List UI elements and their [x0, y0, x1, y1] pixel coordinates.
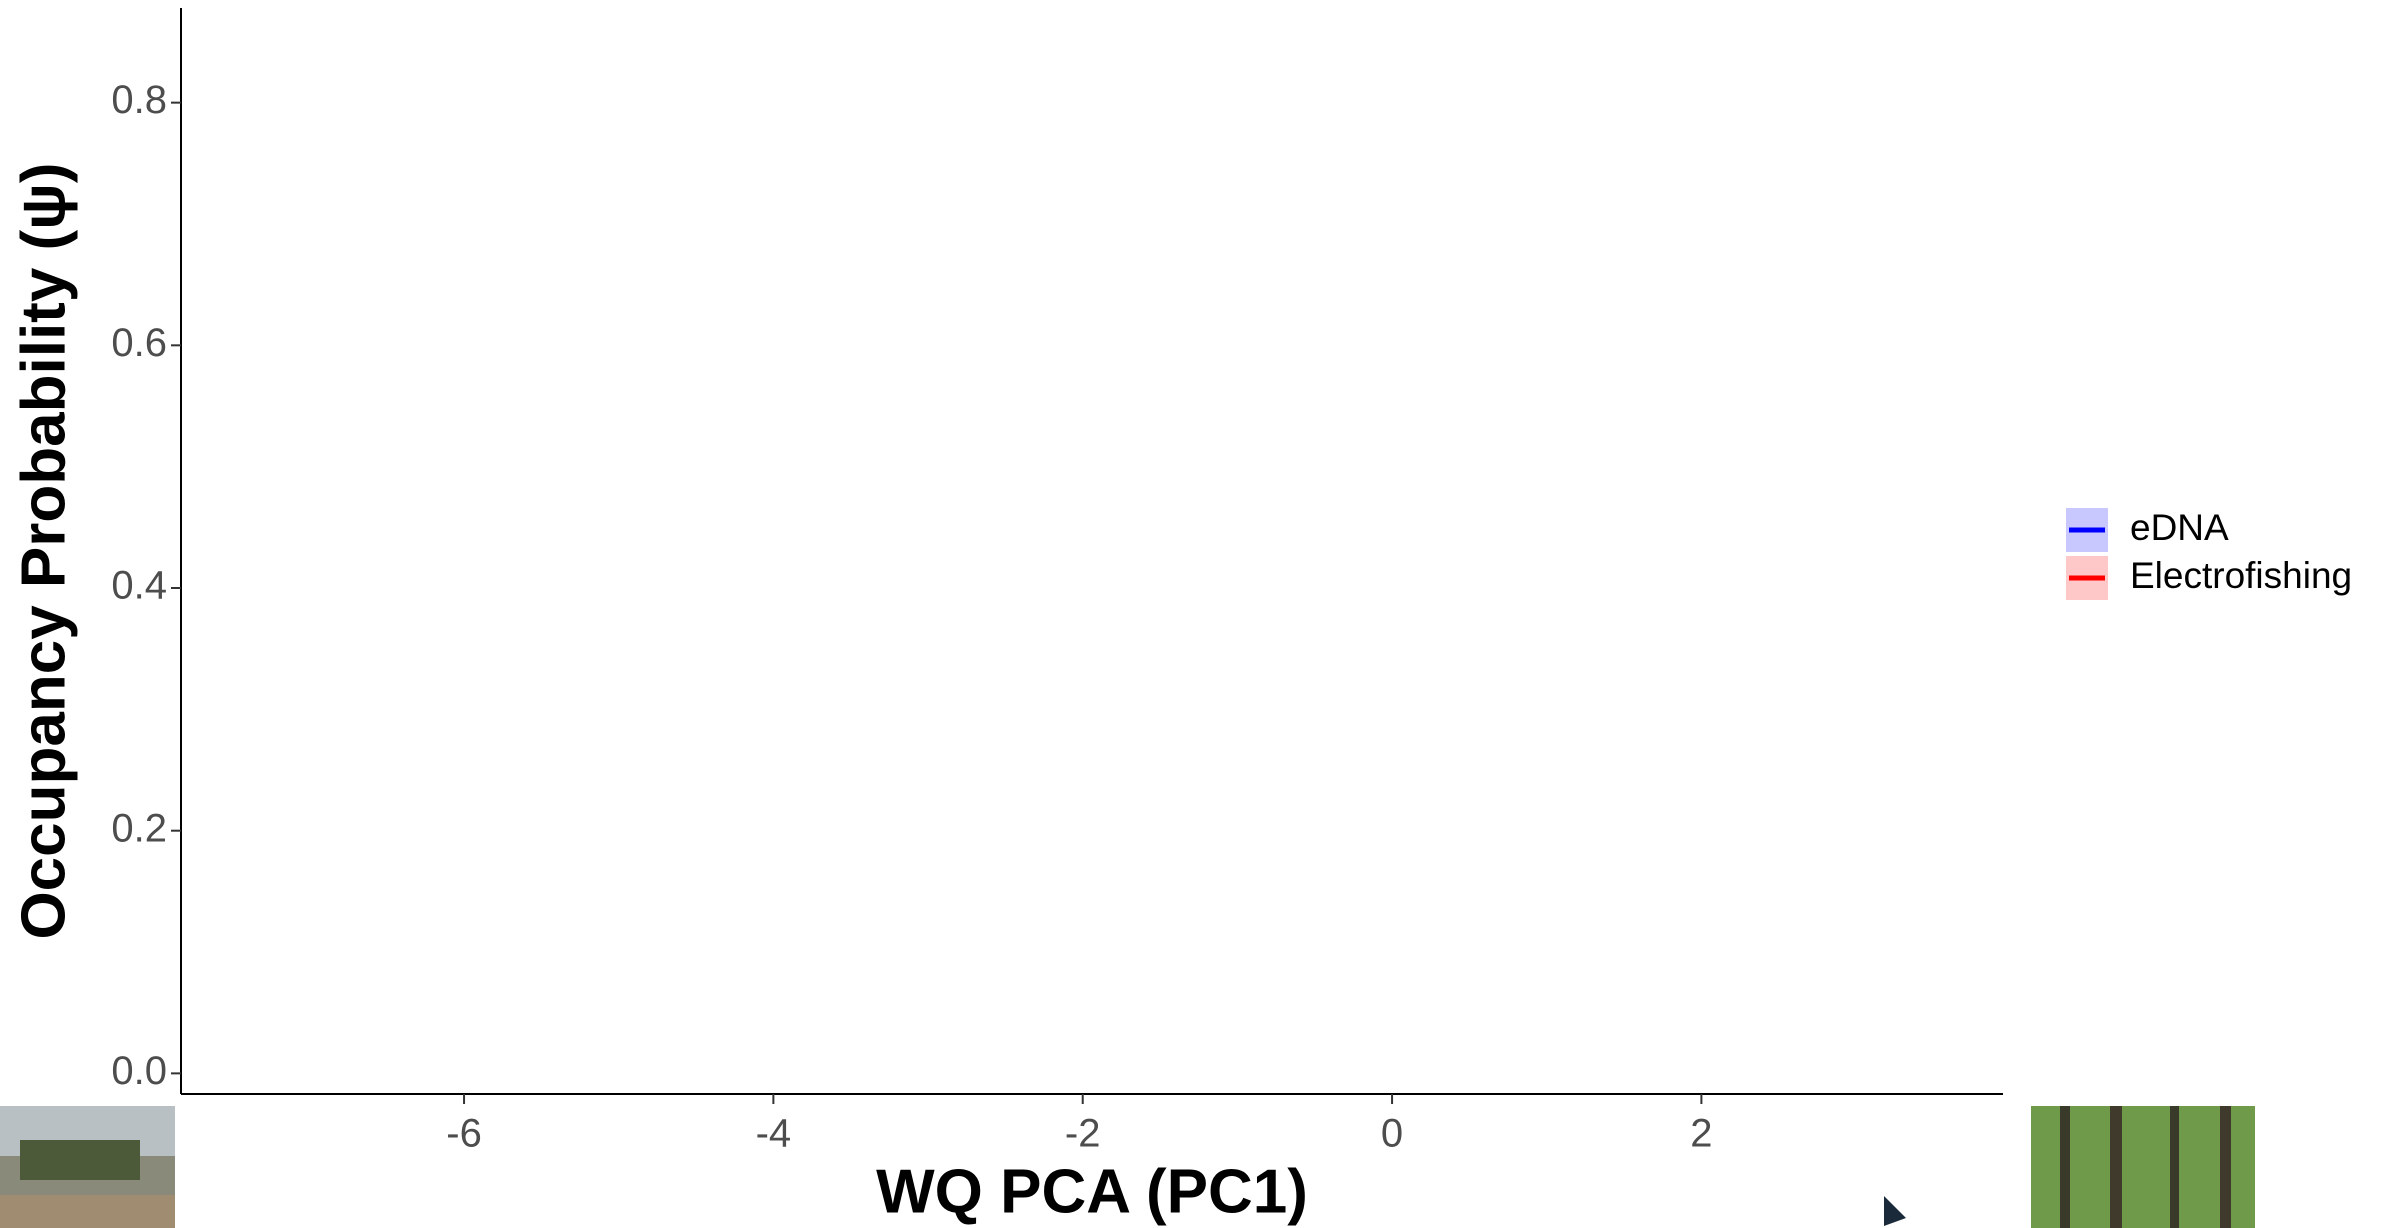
chart: WQ PCA (PC1) Occupancy Probability (ψ) 0… — [0, 0, 2394, 1228]
legend-label: eDNA — [2130, 507, 2229, 548]
x-axis-title: WQ PCA (PC1) — [876, 1157, 1308, 1226]
x-tick-label: -6 — [446, 1112, 482, 1156]
y-tick-label: 0.2 — [111, 806, 167, 850]
x-tick-label: -4 — [756, 1112, 792, 1156]
photo-left — [0, 1106, 175, 1228]
page: {"chart_data": { "type": "line", "x_labe… — [0, 0, 2394, 1228]
y-tick-label: 0.4 — [111, 564, 167, 608]
y-tick-label: 0.8 — [111, 78, 167, 122]
y-tick-label: 0.6 — [111, 321, 167, 365]
y-axis-title: Occupancy Probability (ψ) — [9, 162, 78, 939]
x-tick-label: 0 — [1381, 1112, 1403, 1156]
cursor — [1884, 1196, 1906, 1226]
legend-label: Electrofishing — [2130, 555, 2352, 596]
y-tick-label: 0.0 — [111, 1049, 167, 1093]
x-tick-label: -2 — [1065, 1112, 1101, 1156]
x-tick-label: 2 — [1690, 1112, 1712, 1156]
photo-right — [2031, 1106, 2255, 1228]
